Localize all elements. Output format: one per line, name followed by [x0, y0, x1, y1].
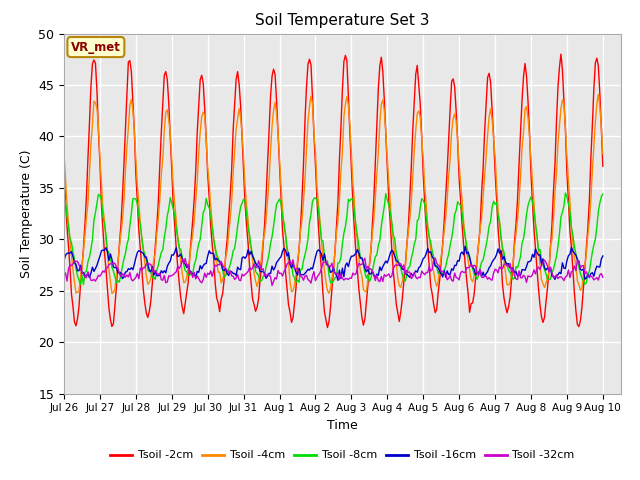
Tsoil -32cm: [431, 255, 439, 261]
Tsoil -2cm: [534, 286, 542, 291]
Tsoil -16cm: [369, 268, 376, 274]
Tsoil -8cm: [79, 282, 87, 288]
Tsoil -4cm: [534, 246, 542, 252]
Tsoil -8cm: [387, 210, 394, 216]
Tsoil -2cm: [557, 51, 564, 57]
Tsoil -8cm: [399, 272, 406, 277]
Line: Tsoil -8cm: Tsoil -8cm: [64, 193, 603, 285]
Title: Soil Temperature Set 3: Soil Temperature Set 3: [255, 13, 429, 28]
Tsoil -2cm: [324, 324, 332, 330]
Tsoil -32cm: [369, 268, 376, 274]
Tsoil -16cm: [599, 253, 607, 259]
Line: Tsoil -32cm: Tsoil -32cm: [64, 258, 603, 286]
Tsoil -4cm: [75, 288, 83, 294]
Tsoil -8cm: [561, 190, 569, 196]
Tsoil -8cm: [369, 269, 376, 275]
Tsoil -16cm: [461, 243, 469, 249]
Tsoil -4cm: [162, 109, 170, 115]
Tsoil -32cm: [161, 273, 168, 278]
Tsoil -4cm: [387, 199, 394, 205]
Y-axis label: Soil Temperature (C): Soil Temperature (C): [20, 149, 33, 278]
Tsoil -16cm: [334, 277, 342, 283]
Tsoil -4cm: [599, 151, 607, 157]
Tsoil -2cm: [161, 72, 168, 78]
Tsoil -8cm: [162, 226, 170, 231]
Tsoil -2cm: [60, 161, 68, 167]
Tsoil -16cm: [161, 268, 168, 274]
Tsoil -2cm: [399, 296, 406, 302]
Tsoil -16cm: [387, 251, 394, 256]
Tsoil -32cm: [268, 283, 276, 288]
Line: Tsoil -16cm: Tsoil -16cm: [64, 246, 603, 280]
Tsoil -32cm: [399, 265, 406, 271]
Tsoil -4cm: [60, 150, 68, 156]
Tsoil -32cm: [75, 262, 83, 268]
Tsoil -32cm: [387, 275, 394, 280]
Tsoil -16cm: [536, 252, 544, 258]
Tsoil -2cm: [599, 163, 607, 169]
Tsoil -4cm: [369, 232, 376, 238]
Tsoil -4cm: [595, 92, 602, 97]
Tsoil -32cm: [599, 275, 607, 280]
Text: VR_met: VR_met: [71, 40, 121, 54]
Tsoil -8cm: [534, 248, 542, 253]
Tsoil -8cm: [599, 192, 607, 197]
Tsoil -16cm: [75, 268, 83, 274]
Line: Tsoil -4cm: Tsoil -4cm: [64, 95, 603, 293]
Tsoil -2cm: [75, 304, 83, 310]
Tsoil -4cm: [399, 278, 406, 284]
Tsoil -8cm: [75, 277, 83, 283]
Tsoil -8cm: [60, 193, 68, 199]
Tsoil -16cm: [399, 266, 406, 272]
Tsoil -4cm: [108, 290, 116, 296]
Legend: Tsoil -2cm, Tsoil -4cm, Tsoil -8cm, Tsoil -16cm, Tsoil -32cm: Tsoil -2cm, Tsoil -4cm, Tsoil -8cm, Tsoi…: [106, 446, 579, 465]
Tsoil -2cm: [369, 222, 376, 228]
Tsoil -2cm: [387, 219, 394, 225]
Tsoil -16cm: [60, 257, 68, 263]
X-axis label: Time: Time: [327, 419, 358, 432]
Tsoil -32cm: [536, 266, 544, 272]
Tsoil -32cm: [60, 272, 68, 277]
Line: Tsoil -2cm: Tsoil -2cm: [64, 54, 603, 327]
